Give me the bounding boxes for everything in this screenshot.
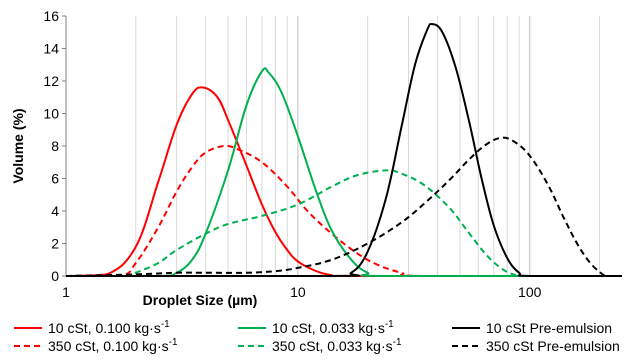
y-tick-label: 12 — [43, 73, 59, 89]
y-tick-label: 10 — [43, 106, 59, 122]
legend-item: 10 cSt Pre-emulsion — [452, 320, 612, 336]
y-tick-label: 2 — [51, 236, 59, 252]
y-axis-title: Volume (%) — [10, 108, 26, 183]
legend: 10 cSt, 0.100 kg·s-1 10 cSt, 0.033 kg·s-1… — [14, 319, 620, 354]
legend-item: 10 cSt, 0.033 kg·s-1 — [238, 319, 394, 336]
y-tick-label: 4 — [51, 203, 59, 219]
grid-layer — [65, 16, 601, 276]
series-line-6 — [65, 136, 622, 277]
legend-label-superscript: -1 — [161, 319, 170, 330]
y-tick-label: 8 — [51, 138, 59, 154]
legend-item: 10 cSt, 0.100 kg·s-1 — [14, 319, 170, 336]
x-tick-label: 100 — [518, 284, 542, 300]
series-line-3 — [66, 67, 622, 278]
legend-item: 350 cSt Pre-emulsion — [452, 338, 620, 354]
series-layer — [65, 22, 622, 278]
y-tick-label: 0 — [51, 268, 59, 284]
axis-layer — [62, 15, 622, 277]
legend-item: 350 cSt, 0.100 kg·s-1 — [14, 337, 178, 354]
legend-item: 350 cSt, 0.033 kg·s-1 — [238, 337, 402, 354]
y-tick-label: 14 — [43, 41, 59, 57]
legend-label: 350 cSt, 0.100 kg·s-1 — [48, 337, 178, 354]
y-tick-label: 6 — [51, 171, 59, 187]
series-line-5 — [66, 22, 622, 278]
legend-label-superscript: -1 — [393, 337, 402, 348]
legend-label-superscript: -1 — [169, 337, 178, 348]
y-tick-label: 16 — [43, 8, 59, 24]
x-tick-label: 10 — [290, 284, 306, 300]
x-axis-title: Droplet Size (µm) — [143, 292, 258, 308]
legend-label: 350 cSt, 0.033 kg·s-1 — [272, 337, 402, 354]
series-line-4 — [66, 169, 622, 278]
legend-label: 10 cSt, 0.100 kg·s-1 — [48, 319, 170, 336]
legend-label-superscript: -1 — [385, 319, 394, 330]
series-line-1 — [65, 86, 622, 278]
label-layer: 0 2 4 6 8 10 12 14 16 1 10 100 Droplet Size (µm) Volu… — [10, 8, 542, 308]
legend-label: 350 cSt Pre-emulsion — [486, 338, 620, 354]
legend-label: 10 cSt, 0.033 kg·s-1 — [272, 319, 394, 336]
legend-label: 10 cSt Pre-emulsion — [486, 320, 612, 336]
x-tick-label: 1 — [62, 284, 70, 300]
